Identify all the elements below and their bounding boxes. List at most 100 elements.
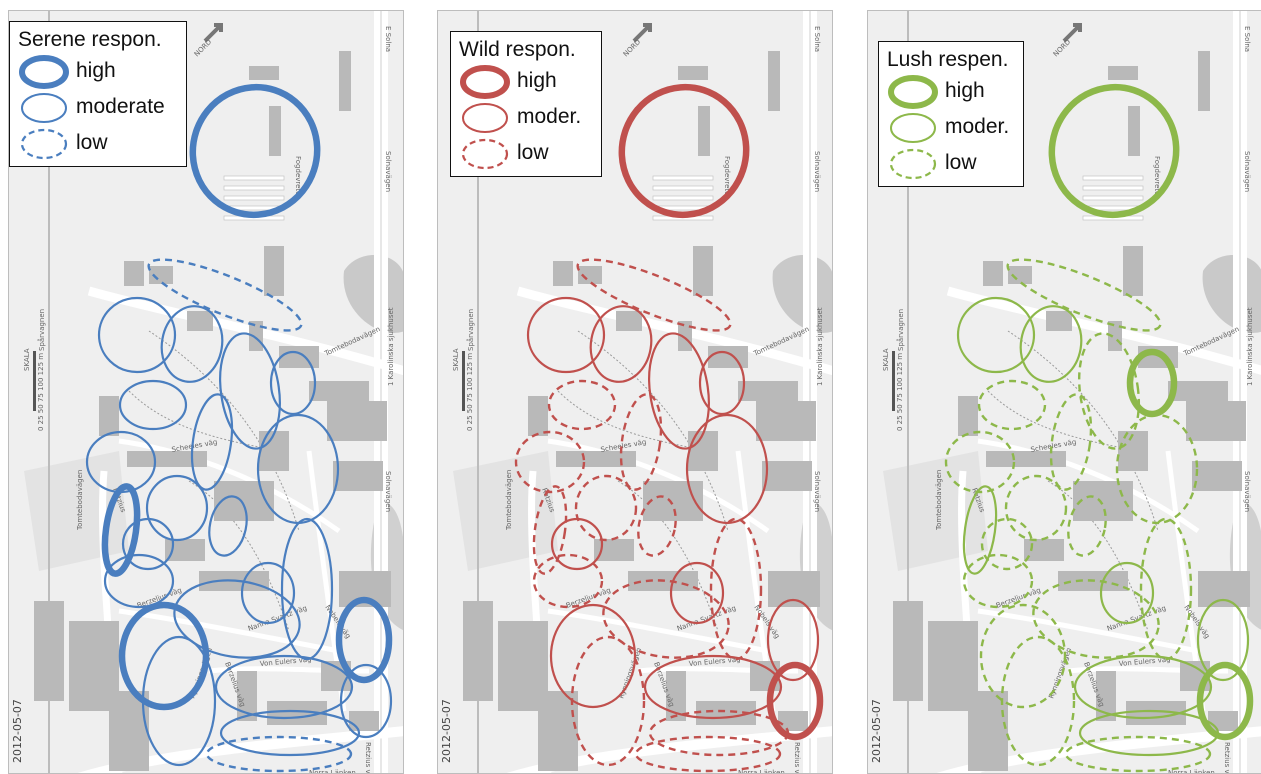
response-zone-moderate — [208, 495, 248, 557]
response-zone-low — [1064, 735, 1212, 773]
building — [463, 601, 493, 701]
response-zone-low — [1049, 393, 1093, 491]
response-zone-low — [977, 379, 1047, 431]
response-zone-high — [1196, 661, 1254, 741]
response-zone-low — [979, 603, 1067, 709]
parking-row — [652, 185, 714, 191]
parking-row — [223, 175, 285, 181]
parking-row — [1082, 175, 1144, 181]
response-zone-moderate — [118, 379, 188, 431]
legend-low-swatch — [889, 148, 937, 180]
response-zone-high — [1126, 348, 1178, 418]
scale-ticks: 0 25 50 75 100 125 m — [37, 353, 45, 431]
response-zone-moderate — [219, 709, 361, 757]
legend-swatch-low — [461, 138, 509, 170]
response-zone-moderate — [280, 517, 334, 661]
building — [149, 266, 173, 284]
response-zone-low — [576, 258, 732, 332]
building — [956, 626, 974, 686]
building — [1108, 66, 1138, 80]
map-date: 2012-05-07 — [11, 699, 24, 763]
response-zone-moderate — [956, 296, 1036, 374]
park-area — [343, 255, 403, 333]
parking-row — [1082, 185, 1144, 191]
building — [528, 396, 548, 436]
response-zone-low — [980, 517, 1034, 571]
street-label: Tomtebodavägen — [935, 470, 943, 531]
scale-label: SKALA — [882, 348, 890, 371]
street-label: Norra Länken — [309, 769, 356, 774]
response-zone-moderate — [685, 413, 769, 525]
response-zone-moderate — [962, 485, 998, 575]
legend-low-label: low — [517, 141, 549, 164]
response-zone-high — [118, 601, 210, 711]
building — [309, 381, 369, 401]
street-label: Solnavägen — [384, 151, 392, 192]
response-zone-moderate — [1078, 709, 1220, 757]
legend-high-label: high — [76, 59, 116, 82]
legend-moderate-swatch — [21, 93, 67, 123]
response-zone-moderate — [698, 350, 746, 416]
legend-swatch-high — [888, 75, 938, 109]
response-zone-moderate — [160, 305, 224, 383]
building — [893, 601, 923, 701]
legend-swatch-moderate — [21, 93, 67, 123]
street-label: Tomtebodavägen — [76, 470, 84, 531]
building — [553, 261, 573, 286]
building — [187, 311, 213, 331]
parking-row — [223, 185, 285, 191]
response-zone-moderate — [648, 332, 710, 450]
response-zone-moderate — [141, 635, 217, 767]
response-zone-moderate — [269, 350, 317, 416]
street-label: E Solna — [813, 26, 821, 52]
response-zone-moderate — [103, 553, 175, 609]
street-label: Retzius väg — [364, 742, 372, 774]
legend-title: Wild respon. — [459, 38, 576, 61]
response-zone-moderate — [145, 474, 209, 542]
response-zone-moderate — [526, 296, 606, 374]
response-zone-moderate — [669, 561, 725, 625]
legend-moderate: moder. — [459, 100, 593, 136]
response-zone-low — [1139, 517, 1193, 661]
building — [1168, 381, 1228, 401]
response-zone-high — [1048, 83, 1180, 219]
response-zone-moderate — [549, 603, 637, 709]
street-label: Retzius väg — [1223, 742, 1231, 774]
response-zone-moderate — [1099, 561, 1155, 625]
response-zone-low — [619, 393, 663, 491]
response-zone-low — [547, 379, 617, 431]
building — [259, 431, 289, 471]
street-label: Retzius väg — [793, 742, 801, 774]
building — [333, 461, 383, 491]
legend-high-swatch — [19, 55, 69, 89]
response-zone-low — [532, 553, 604, 609]
building — [526, 626, 544, 686]
parking-row — [652, 195, 714, 201]
scale-label: SKALA — [23, 348, 31, 371]
road-scheeles — [977, 438, 1200, 534]
response-zone-low — [1067, 495, 1107, 557]
building — [643, 481, 703, 521]
street-label: Solnavägen — [813, 151, 821, 192]
legend-low-swatch — [20, 128, 68, 160]
map-panel-serene: NORD Solnavägen Fogdevreten Tomtebodavägen 1… — [8, 10, 404, 774]
response-zone-moderate — [1073, 654, 1213, 720]
response-zone-moderate — [589, 305, 653, 383]
building — [666, 671, 686, 721]
park-area — [772, 255, 832, 333]
street-label: Solnavägen — [1243, 151, 1251, 192]
building — [986, 451, 1066, 467]
building — [688, 431, 718, 471]
legend: Lush respen. high moder. low — [878, 41, 1024, 187]
response-zone-low — [648, 709, 790, 757]
parking-row — [652, 175, 714, 181]
road-tomtebodavagen — [946, 286, 1261, 375]
building — [279, 346, 319, 368]
parking-row — [223, 195, 285, 201]
legend-moderate: moder. — [887, 110, 1015, 146]
building — [269, 106, 281, 156]
legend-high-swatch — [888, 75, 938, 109]
building — [1046, 311, 1072, 331]
parking-row — [1082, 195, 1144, 201]
